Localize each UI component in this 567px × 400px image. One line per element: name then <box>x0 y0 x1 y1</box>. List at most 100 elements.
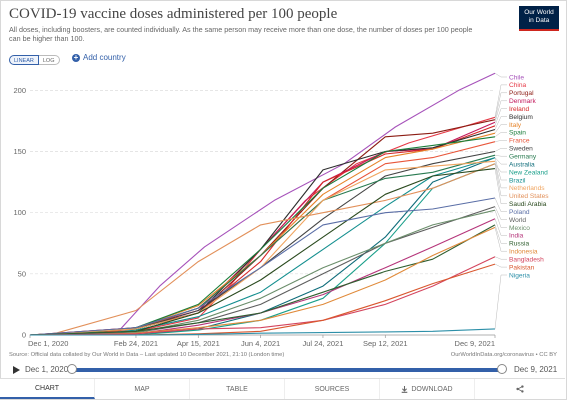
legend-leader <box>494 124 507 134</box>
timeline-end-handle[interactable] <box>497 364 507 374</box>
chart-grid <box>30 89 495 336</box>
series-line <box>29 168 496 336</box>
timeline-track[interactable] <box>72 368 502 372</box>
legend-leader <box>494 274 507 329</box>
legend-leader <box>494 161 507 189</box>
timeline[interactable]: Dec 1, 2020 Dec 9, 2021 <box>0 362 567 378</box>
legend-leader <box>494 154 507 157</box>
legend-label: Spain <box>509 130 526 137</box>
legend-leaders <box>494 72 507 329</box>
legend-label: Brazil <box>509 177 526 184</box>
legend-leader <box>494 157 507 181</box>
legend-leader <box>494 210 507 228</box>
tab-sources-label: SOURCES <box>314 385 350 393</box>
series-line <box>29 206 496 336</box>
legend-label: Bangladesh <box>509 256 544 263</box>
y-tick-label: 0 <box>22 331 26 340</box>
tab-sources[interactable]: SOURCES <box>285 379 380 399</box>
legend-leader <box>494 163 507 173</box>
series-line <box>29 226 496 336</box>
legend-label: Australia <box>509 161 535 168</box>
legend-label: World <box>509 217 526 224</box>
chart-subtitle: All doses, including boosters, are count… <box>9 25 473 43</box>
tab-table-label: TABLE <box>226 385 248 393</box>
legend-leader <box>494 157 507 165</box>
add-country-label: Add country <box>83 53 126 62</box>
legend-label: France <box>509 138 530 145</box>
plus-icon: + <box>72 52 80 62</box>
legend-label: Portugal <box>509 90 534 97</box>
tab-chart[interactable]: CHART <box>0 379 95 399</box>
logo-line-2: in Data <box>528 16 550 24</box>
linear-scale-button[interactable]: LINEAR <box>9 55 39 65</box>
legend-label: Netherlands <box>509 185 545 192</box>
owid-logo[interactable]: Our World in Data <box>519 6 559 31</box>
y-tick-label: 150 <box>13 147 26 156</box>
tab-download[interactable]: DOWNLOAD <box>380 379 475 399</box>
series-lines <box>29 72 496 336</box>
legend-leader <box>494 92 507 120</box>
y-axis: 0 50 100 150 200 <box>13 86 26 340</box>
legend-leader <box>494 140 507 142</box>
tab-download-label: DOWNLOAD <box>411 385 453 393</box>
series-line <box>30 263 496 336</box>
legend: ChileChinaPortugalDenmarkIrelandBelgiumI… <box>509 74 549 279</box>
legend-label: Denmark <box>509 98 536 105</box>
legend-leader <box>494 218 507 236</box>
legend-leader <box>494 227 507 252</box>
line-chart: Dec 1, 2020 Feb 24, 2021 Apr 15, 2021 Jun 4… <box>13 72 549 348</box>
legend-leader <box>494 108 507 126</box>
legend-leader <box>494 206 507 220</box>
logo-line-1: Our World <box>524 9 554 16</box>
series-line <box>29 197 496 336</box>
series-line <box>30 328 496 336</box>
legend-leader <box>494 84 507 118</box>
series-line <box>29 218 496 336</box>
log-scale-button[interactable]: LOG <box>38 55 60 65</box>
legend-leader <box>494 163 507 197</box>
add-country-button[interactable]: + Add country <box>72 53 126 62</box>
legend-label: Italy <box>509 122 522 129</box>
series-line <box>30 163 496 336</box>
y-tick-label: 50 <box>18 269 26 278</box>
legend-leader <box>494 72 507 78</box>
legend-label: Nigeria <box>509 272 530 279</box>
y-tick-label: 100 <box>13 208 26 217</box>
legend-label: New Zealand <box>509 169 548 176</box>
play-icon[interactable] <box>13 366 20 374</box>
legend-label: Belgium <box>509 114 533 121</box>
x-tick-label: Feb 24, 2021 <box>114 339 158 348</box>
tab-chart-label: CHART <box>35 384 59 392</box>
y-tick-label: 200 <box>13 86 26 95</box>
x-axis: Dec 1, 2020 Feb 24, 2021 Apr 15, 2021 Jun 4… <box>28 335 496 348</box>
logo-accent-bar <box>519 29 559 31</box>
legend-label: India <box>509 233 524 240</box>
timeline-start-handle[interactable] <box>67 364 77 374</box>
share-button[interactable] <box>475 379 565 399</box>
legend-label: Indonesia <box>509 249 538 256</box>
legend-label: United States <box>509 193 549 200</box>
scale-toggle[interactable]: LINEAR LOG <box>9 55 60 65</box>
legend-label: China <box>509 82 527 89</box>
tab-map[interactable]: MAP <box>95 379 190 399</box>
x-tick-label: Apr 15, 2021 <box>177 339 220 348</box>
legend-leader <box>494 197 507 212</box>
tab-table[interactable]: TABLE <box>190 379 285 399</box>
x-tick-label: Dec 9, 2021 <box>455 339 495 348</box>
series-line <box>29 128 496 336</box>
legend-label: Chile <box>509 74 524 81</box>
legend-label: Germany <box>509 154 537 161</box>
x-tick-label: Jul 24, 2021 <box>303 339 344 348</box>
series-line <box>29 132 496 336</box>
source-link[interactable]: OurWorldInData.org/coronavirus • CC BY <box>450 352 557 358</box>
legend-label: Ireland <box>509 106 529 113</box>
series-line <box>29 256 496 336</box>
tab-map-label: MAP <box>134 385 150 393</box>
series-line <box>29 160 496 336</box>
x-tick-label: Dec 1, 2020 <box>28 339 68 348</box>
legend-leader <box>494 132 507 138</box>
x-tick-label: Jun 4, 2021 <box>241 339 280 348</box>
x-tick-label: Sep 12, 2021 <box>363 339 408 348</box>
tab-bar: CHART MAP TABLE SOURCES DOWNLOAD <box>0 378 565 399</box>
legend-label: Poland <box>509 209 530 216</box>
